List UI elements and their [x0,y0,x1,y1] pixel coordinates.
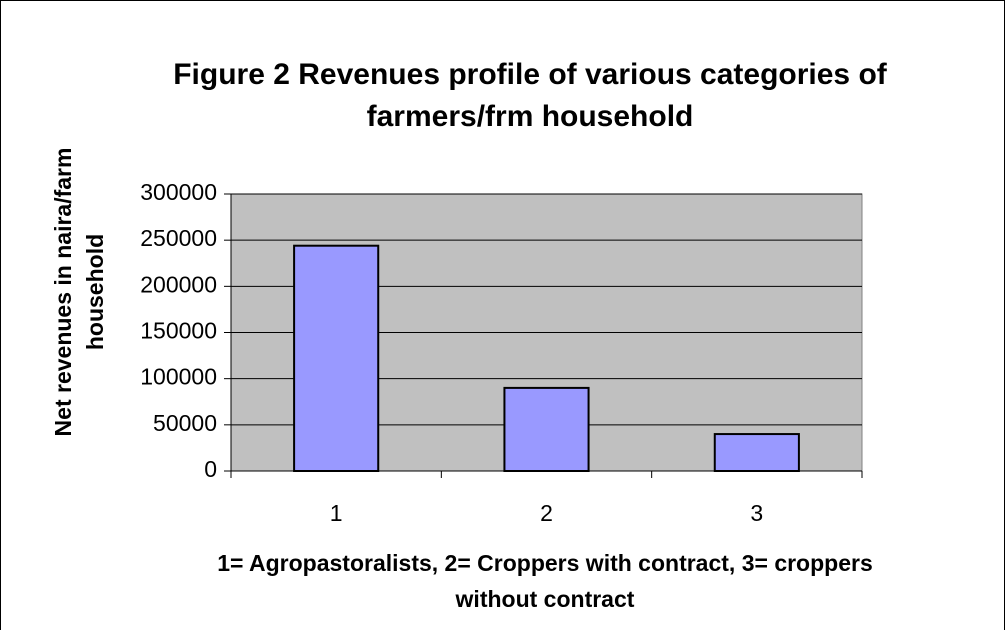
x-tick-label: 3 [750,500,763,526]
x-axis-title: 1= Agropastoralists, 2= Croppers with co… [217,550,873,612]
x-tick-label: 1 [330,500,343,526]
bar [713,433,800,473]
y-tick-label: 50000 [153,410,217,436]
y-tick-label: 250000 [140,225,217,251]
bar [503,386,590,472]
bar [293,244,380,472]
x-tick-label: 2 [540,500,553,526]
y-tick-label: 100000 [140,364,217,390]
y-axis-title: Net revenues in naira/farm household [50,147,108,437]
y-tick-label: 300000 [140,179,217,205]
y-tick-label: 0 [204,456,217,482]
chart-title: Figure 2 Revenues profile of various cat… [173,58,887,133]
y-tick-label: 200000 [140,271,217,297]
y-tick-label: 150000 [140,318,217,344]
